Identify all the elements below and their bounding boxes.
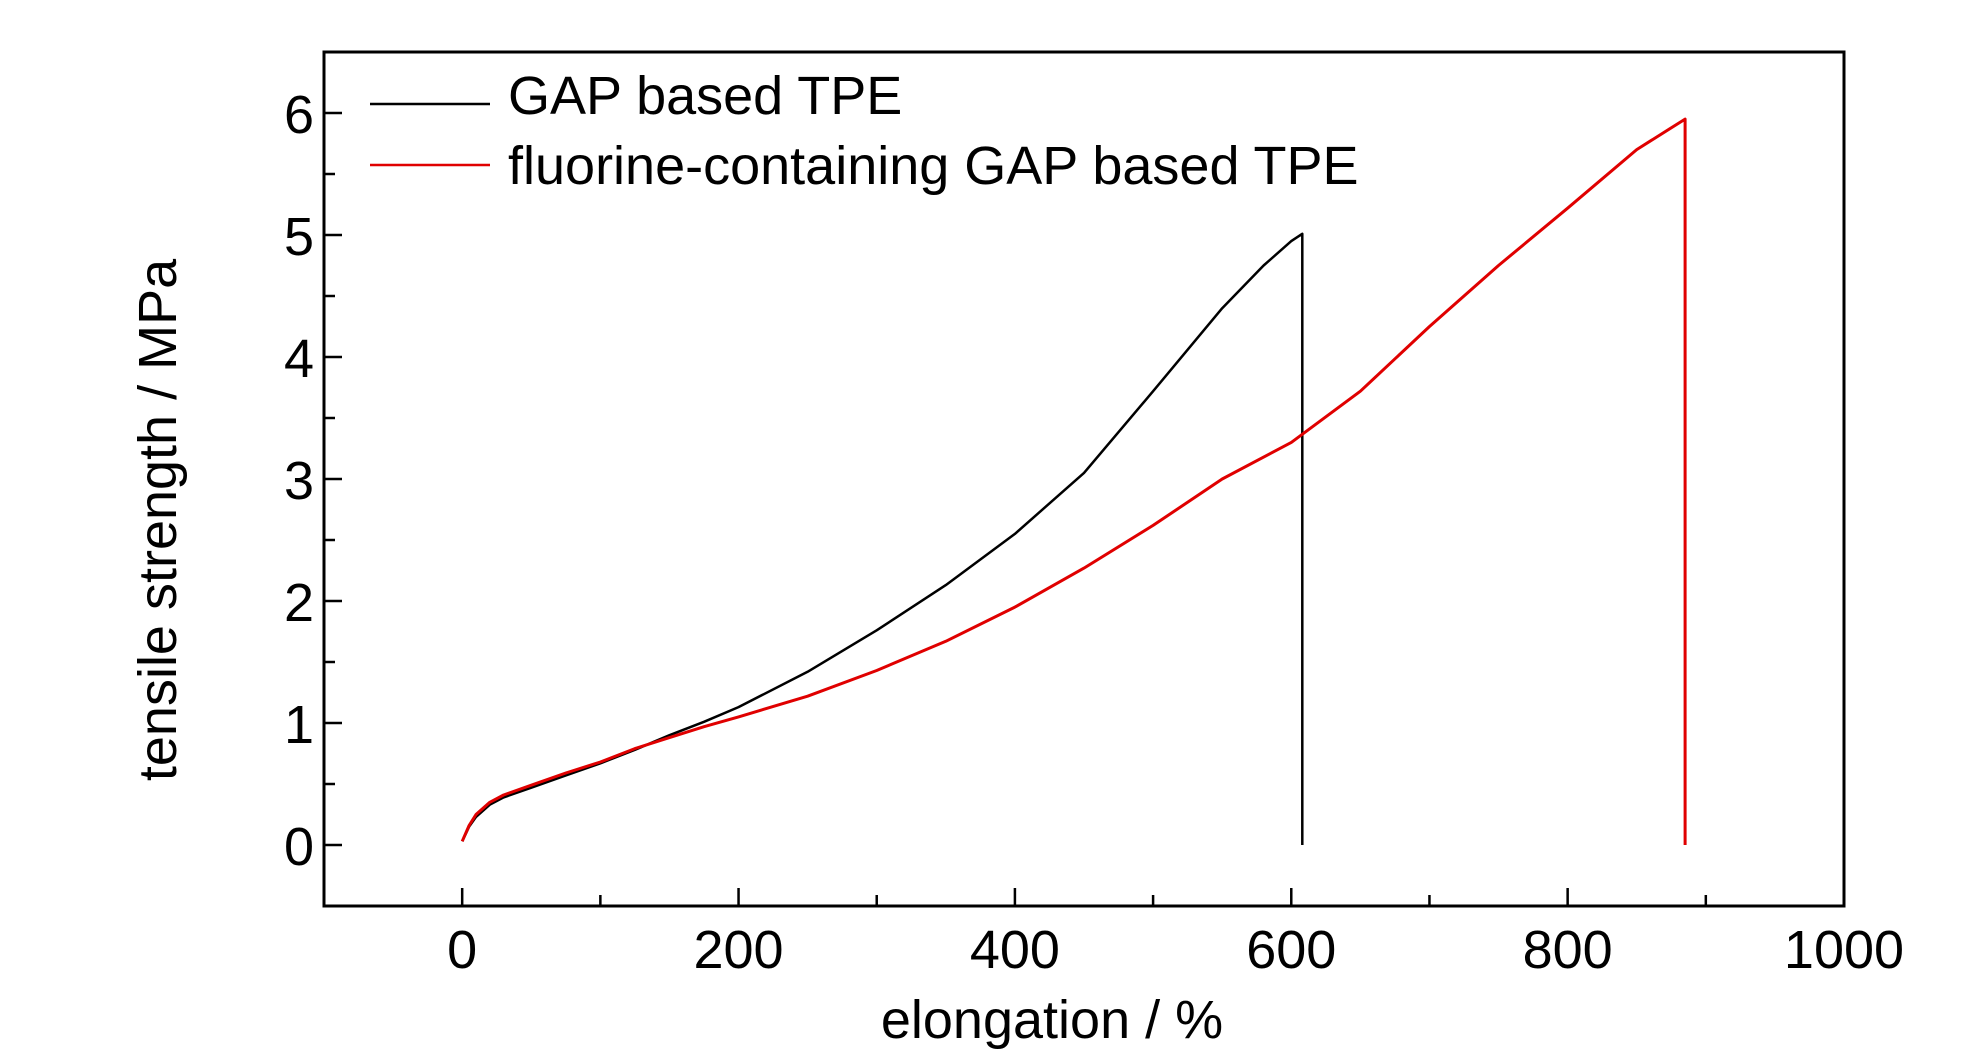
x-tick-label: 600	[1246, 920, 1336, 980]
x-tick-label: 400	[970, 920, 1060, 980]
x-tick-label: 200	[693, 920, 783, 980]
series-line-fluorine-tpe	[460, 117, 1687, 845]
y-tick-label: 4	[284, 329, 314, 389]
legend-label-gap-tpe: GAP based TPE	[508, 66, 902, 126]
y-axis-title: tensile strength / MPa	[128, 258, 188, 781]
y-tick-label: 5	[284, 207, 314, 267]
axis-ticks	[324, 111, 1846, 906]
x-tick-label: 1000	[1784, 920, 1904, 980]
legend: GAP based TPE fluorine-containing GAP ba…	[370, 66, 1359, 196]
axis-tick-labels: 0 200 400 600 800 1000 0 1 2 3 4 5 6	[284, 85, 1904, 980]
series-layer	[460, 117, 1687, 845]
y-tick-label: 1	[284, 695, 314, 755]
y-tick-label: 2	[284, 573, 314, 633]
series-line-gap-tpe	[461, 232, 1304, 845]
x-axis-title: elongation / %	[881, 990, 1223, 1050]
y-tick-label: 0	[284, 817, 314, 877]
x-tick-label: 0	[447, 920, 477, 980]
y-tick-label: 3	[284, 451, 314, 511]
y-tick-label: 6	[284, 85, 314, 145]
x-tick-label: 800	[1523, 920, 1613, 980]
legend-label-fluorine-tpe: fluorine-containing GAP based TPE	[508, 136, 1359, 196]
